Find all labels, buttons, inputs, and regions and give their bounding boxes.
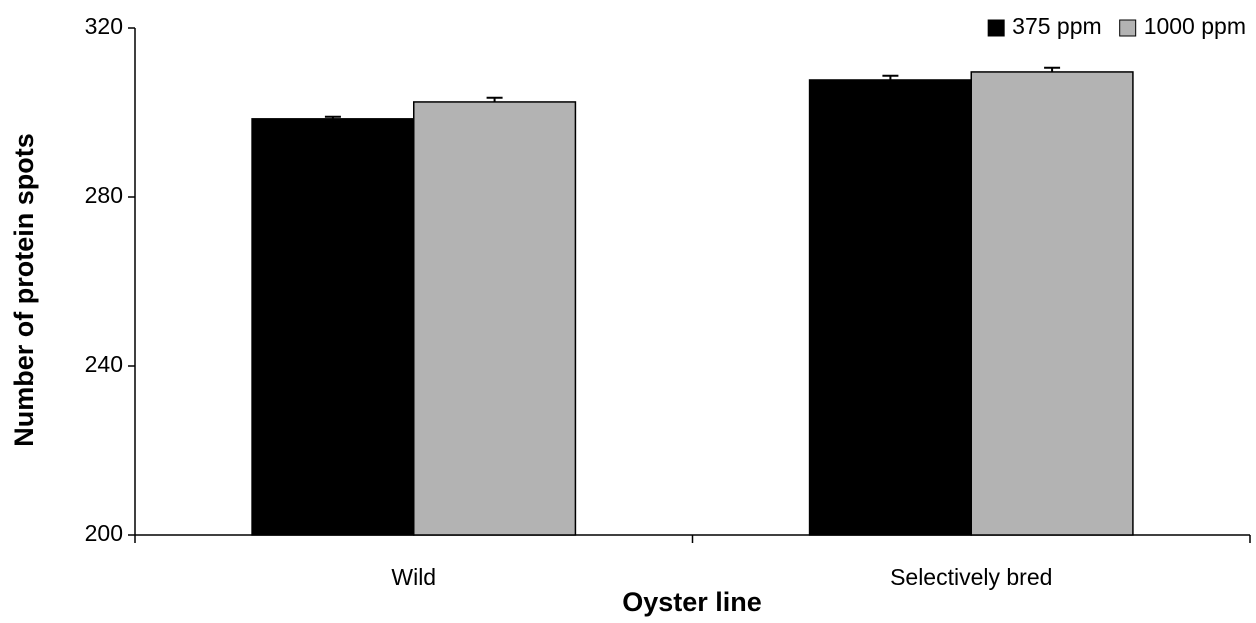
- error-bar: [486, 96, 503, 102]
- error-bar: [324, 115, 341, 119]
- bar: [808, 79, 973, 536]
- x-tick-label: Wild: [391, 564, 436, 590]
- bar: [413, 101, 577, 536]
- x-axis-title: Oyster line: [622, 587, 762, 617]
- y-tick-label: 280: [85, 182, 123, 208]
- legend-swatch: [987, 19, 1005, 37]
- bar: [251, 118, 415, 536]
- legend-label: 375 ppm: [1012, 13, 1102, 39]
- y-tick-label: 320: [85, 13, 123, 39]
- error-bar: [1044, 66, 1061, 72]
- y-axis-title: Number of protein spots: [9, 133, 39, 447]
- x-tick-label: Selectively bred: [890, 564, 1052, 590]
- legend-swatch: [1119, 19, 1137, 37]
- y-tick-label: 200: [85, 520, 123, 546]
- legend-label: 1000 ppm: [1144, 13, 1246, 39]
- error-bar: [882, 74, 899, 80]
- bar: [970, 71, 1134, 536]
- y-tick-label: 240: [85, 351, 123, 377]
